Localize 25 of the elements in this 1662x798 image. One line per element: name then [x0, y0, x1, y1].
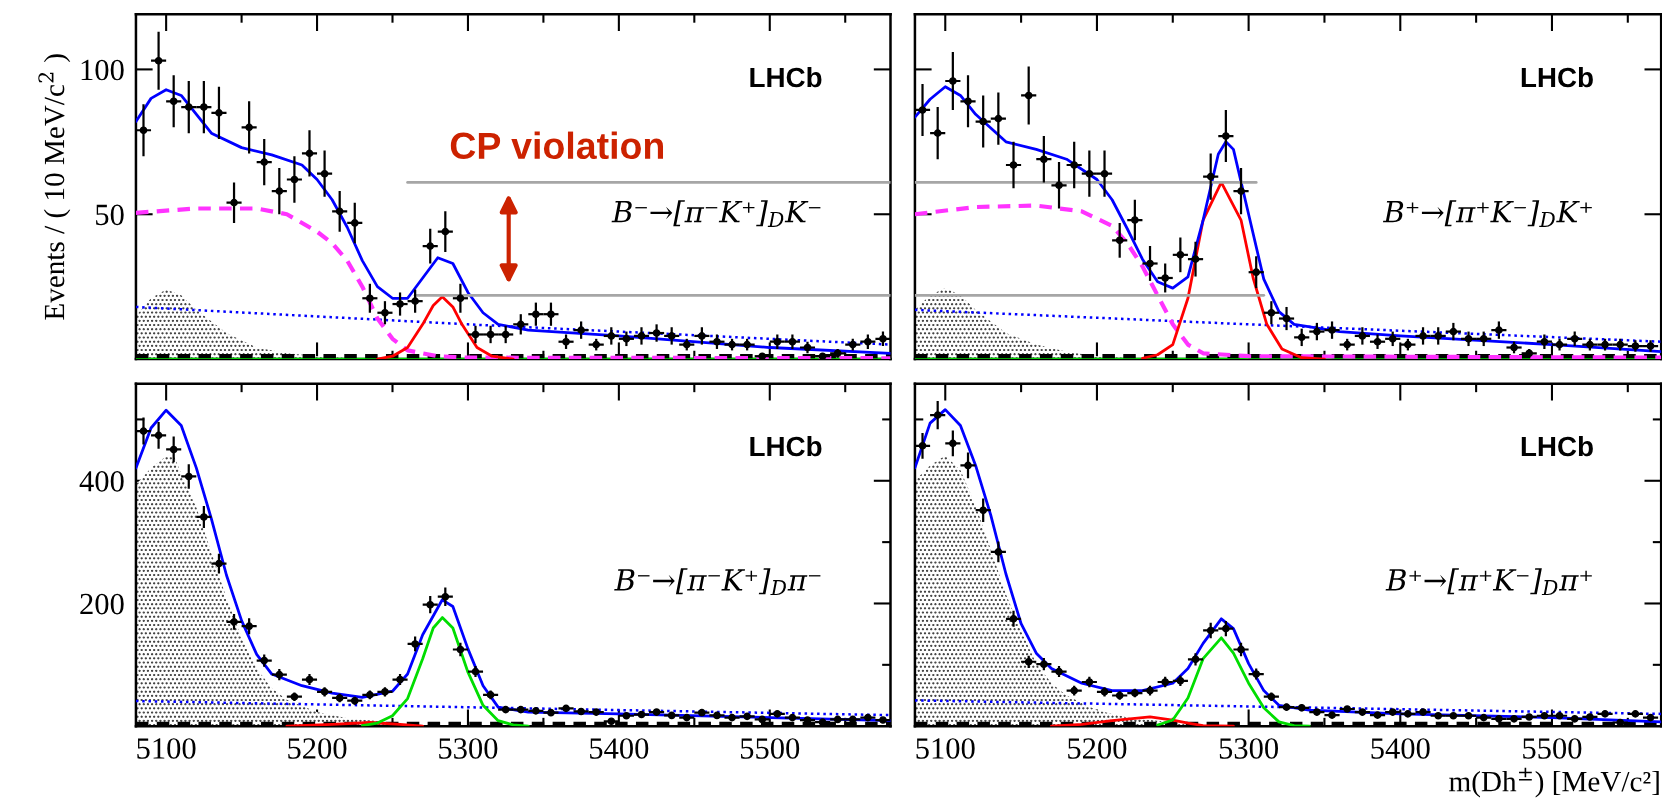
- x-tick-label: 5200: [1068, 738, 1127, 759]
- annotation: B⁻→[π⁻K⁺]$_{D}$π⁻: [614, 568, 821, 595]
- x-tick-label: 5300: [439, 738, 498, 759]
- y-tick-label: 100: [81, 59, 124, 81]
- x-tick-label: 5100: [916, 738, 975, 759]
- annotation: B⁺→[π⁺K⁻]$_{D}$π⁺: [1385, 568, 1592, 595]
- annotation: LHCb: [750, 435, 822, 457]
- x-axis-title: m(Dh$^{±}$) [MeV/c²]: [1449, 767, 1659, 798]
- annotation: LHCb: [1521, 66, 1593, 88]
- x-tick-label: 5400: [1371, 738, 1430, 759]
- y-tick-label: 200: [80, 593, 124, 615]
- x-tick-label: 5400: [590, 738, 649, 759]
- x-tick-label: 5100: [137, 738, 196, 759]
- x-tick-label: 5300: [1219, 738, 1279, 759]
- annotation: LHCb: [1521, 435, 1593, 457]
- annotation: B⁻→[π⁻K⁺]$_{D}$K⁻: [611, 200, 821, 227]
- x-tick-label: 5500: [1523, 738, 1582, 759]
- x-tick-label: 5500: [740, 738, 800, 759]
- annotation: B⁺→[π⁺K⁻]$_{D}$K⁺: [1382, 200, 1592, 227]
- y-tick-label: 50: [96, 204, 124, 226]
- y-axis-title: Events / ( 10 MeV/c$^{2}$ ): [38, 54, 71, 320]
- annotation: CP violation: [450, 131, 664, 160]
- annotation: LHCb: [750, 66, 822, 88]
- x-tick-label: 5200: [288, 738, 347, 759]
- y-tick-label: 400: [79, 471, 124, 492]
